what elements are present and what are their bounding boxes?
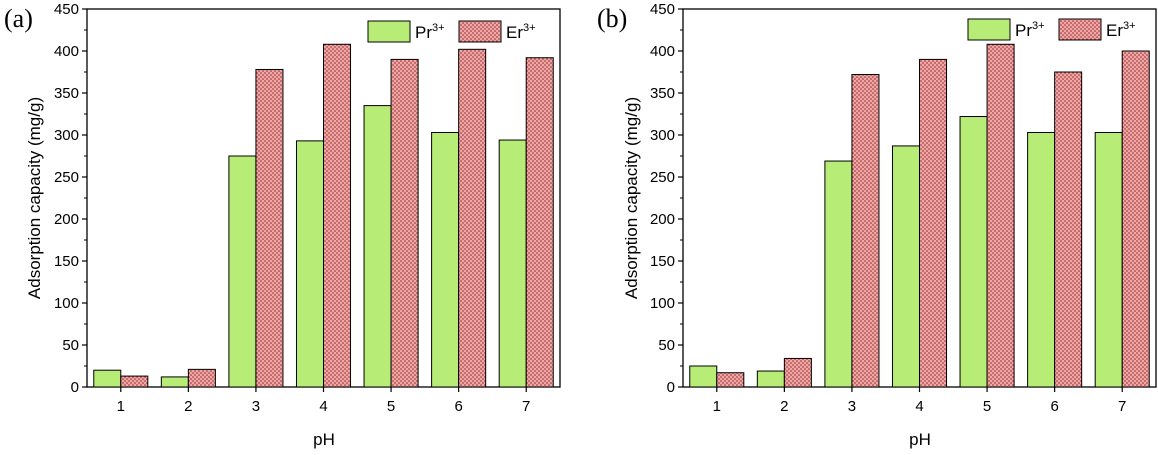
bar-er-ph-7 xyxy=(525,57,554,388)
y-tick-label: 450 xyxy=(650,1,675,18)
bar-pr-ph-5 xyxy=(959,116,988,388)
x-tick-label: 2 xyxy=(184,398,192,415)
legend-er-name: Er xyxy=(1106,21,1123,40)
legend-pr-name: Pr xyxy=(415,23,432,42)
x-tick-label: 5 xyxy=(387,398,395,415)
y-tick-label: 350 xyxy=(650,85,675,102)
legend: Pr3+ Er3+ xyxy=(967,18,1136,41)
legend-label-pr: Pr3+ xyxy=(415,22,445,42)
y-tick-label: 300 xyxy=(650,127,675,144)
x-tick-label: 7 xyxy=(522,398,530,415)
y-tick-label: 200 xyxy=(54,211,79,228)
y-tick-label: 100 xyxy=(650,295,675,312)
bar-pr-ph-3 xyxy=(824,160,853,388)
x-tick-label: 4 xyxy=(915,398,923,415)
x-tick-label: 6 xyxy=(454,398,462,415)
bars xyxy=(93,43,554,388)
bar-er-ph-2 xyxy=(187,368,216,388)
y-axis: 0 50 100 150 200 250 300 350 400 450 xyxy=(54,1,87,396)
legend-pr-name: Pr xyxy=(1015,21,1032,40)
y-tick-label: 100 xyxy=(54,295,79,312)
x-tick-label: 5 xyxy=(983,398,991,415)
bar-er-ph-4 xyxy=(919,58,948,388)
bar-er-ph-6 xyxy=(1054,71,1083,388)
legend-swatch-pr xyxy=(367,20,411,43)
bar-pr-ph-2 xyxy=(756,370,785,388)
y-axis-label: Adsorption capacity (mg/g) xyxy=(25,97,44,299)
y-tick-label: 150 xyxy=(54,253,79,270)
y-tick-label: 400 xyxy=(54,43,79,60)
x-tick-label: 3 xyxy=(252,398,260,415)
panel-label-a: (a) xyxy=(4,4,33,33)
bar-er-ph-5 xyxy=(390,58,419,388)
y-tick-label: 200 xyxy=(650,211,675,228)
y-axis-label: Adsorption capacity (mg/g) xyxy=(622,97,641,299)
y-axis: 0 50 100 150 200 250 300 350 400 450 xyxy=(650,1,683,396)
x-tick-label: 2 xyxy=(780,398,788,415)
panel-label-b: (b) xyxy=(597,4,627,33)
y-tick-label: 350 xyxy=(54,85,79,102)
legend: Pr3+ Er3+ xyxy=(367,20,536,43)
x-tick-label: 1 xyxy=(713,398,721,415)
y-tick-label: 50 xyxy=(658,337,675,354)
bar-pr-ph-4 xyxy=(295,140,325,388)
bar-pr-ph-6 xyxy=(431,131,460,388)
x-axis-label: pH xyxy=(313,430,335,449)
x-tick-label: 6 xyxy=(1050,398,1058,415)
bar-er-ph-3 xyxy=(255,68,284,388)
bar-pr-ph-1 xyxy=(93,369,122,388)
bar-er-ph-5 xyxy=(986,43,1015,388)
bar-er-ph-4 xyxy=(323,43,352,388)
x-axis-label: pH xyxy=(909,430,931,449)
y-tick-label: 450 xyxy=(54,1,79,18)
bar-er-ph-1 xyxy=(120,375,149,388)
x-axis: 1 2 3 4 5 6 7 xyxy=(117,387,530,415)
x-tick-label: 1 xyxy=(117,398,125,415)
x-tick-label: 3 xyxy=(848,398,856,415)
bar-pr-ph-1 xyxy=(689,365,718,388)
bar-pr-ph-5 xyxy=(363,105,392,388)
bar-er-ph-1 xyxy=(716,372,745,388)
bar-pr-ph-3 xyxy=(228,155,257,388)
bars xyxy=(689,43,1150,388)
y-tick-label: 300 xyxy=(54,127,79,144)
bar-pr-ph-7 xyxy=(1094,131,1123,388)
legend-er-name: Er xyxy=(506,23,523,42)
legend-label-er: Er3+ xyxy=(506,22,536,42)
bar-pr-ph-4 xyxy=(891,145,921,388)
legend-er-sup: 3+ xyxy=(523,22,536,34)
y-tick-label: 50 xyxy=(62,337,79,354)
x-tick-label: 4 xyxy=(319,398,327,415)
x-axis: 1 2 3 4 5 6 7 xyxy=(713,387,1126,415)
bar-er-ph-3 xyxy=(851,74,880,388)
bar-er-ph-7 xyxy=(1121,50,1150,388)
legend-label-er: Er3+ xyxy=(1106,20,1136,40)
legend-swatch-pr xyxy=(967,18,1011,41)
legend-pr-sup: 3+ xyxy=(1032,20,1045,32)
x-tick-label: 7 xyxy=(1118,398,1126,415)
legend-pr-sup: 3+ xyxy=(432,22,445,34)
y-tick-label: 0 xyxy=(71,379,79,396)
y-tick-label: 400 xyxy=(650,43,675,60)
bar-pr-ph-2 xyxy=(160,376,189,388)
legend-label-pr: Pr3+ xyxy=(1015,20,1045,40)
bar-er-ph-6 xyxy=(458,48,487,388)
bar-er-ph-2 xyxy=(783,357,812,388)
y-tick-label: 150 xyxy=(650,253,675,270)
bar-pr-ph-7 xyxy=(498,139,527,388)
legend-er-sup: 3+ xyxy=(1123,20,1136,32)
y-tick-label: 0 xyxy=(667,379,675,396)
legend-swatch-er xyxy=(458,20,502,43)
legend-swatch-er xyxy=(1058,18,1102,41)
bar-pr-ph-6 xyxy=(1027,131,1056,388)
y-tick-label: 250 xyxy=(650,169,675,186)
y-tick-label: 250 xyxy=(54,169,79,186)
